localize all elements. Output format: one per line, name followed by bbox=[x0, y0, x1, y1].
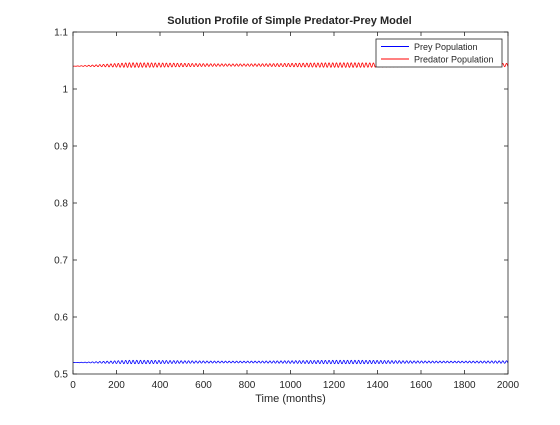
x-tick-label: 1600 bbox=[410, 380, 433, 391]
x-tick-label: 600 bbox=[195, 380, 212, 391]
legend: Prey Population Predator Population bbox=[375, 38, 503, 68]
y-tick-label: 1.1 bbox=[54, 28, 68, 39]
x-tick-label: 2000 bbox=[497, 380, 520, 391]
x-tick-label: 400 bbox=[152, 380, 169, 391]
x-tick-label: 1800 bbox=[453, 380, 476, 391]
y-axis: 0.5 0.6 0.7 0.8 0.9 1 1.1 bbox=[54, 28, 508, 381]
prey-population-line bbox=[73, 359, 509, 365]
x-axis-label: Time (months) bbox=[255, 393, 326, 405]
chart-title: Solution Profile of Simple Predator-Prey… bbox=[167, 15, 411, 27]
y-tick-label: 0.7 bbox=[54, 256, 68, 267]
legend-label-prey: Prey Population bbox=[414, 42, 478, 52]
x-tick-label: 1400 bbox=[366, 380, 389, 391]
legend-box bbox=[375, 38, 503, 68]
plot-area bbox=[73, 32, 508, 374]
x-tick-label: 800 bbox=[239, 380, 256, 391]
y-tick-label: 0.5 bbox=[54, 370, 68, 381]
x-tick-label: 1000 bbox=[279, 380, 302, 391]
legend-label-predator: Predator Population bbox=[414, 55, 494, 65]
x-axis: 0 200 400 600 800 1000 1200 1400 1600 1800 2000 bbox=[70, 32, 520, 391]
y-tick-label: 1 bbox=[62, 85, 68, 96]
y-tick-label: 0.6 bbox=[54, 313, 68, 324]
y-tick-label: 0.8 bbox=[54, 199, 68, 210]
x-tick-label: 1200 bbox=[323, 380, 346, 391]
y-tick-label: 0.9 bbox=[54, 142, 68, 153]
x-tick-label: 200 bbox=[108, 380, 125, 391]
x-tick-label: 0 bbox=[70, 380, 76, 391]
